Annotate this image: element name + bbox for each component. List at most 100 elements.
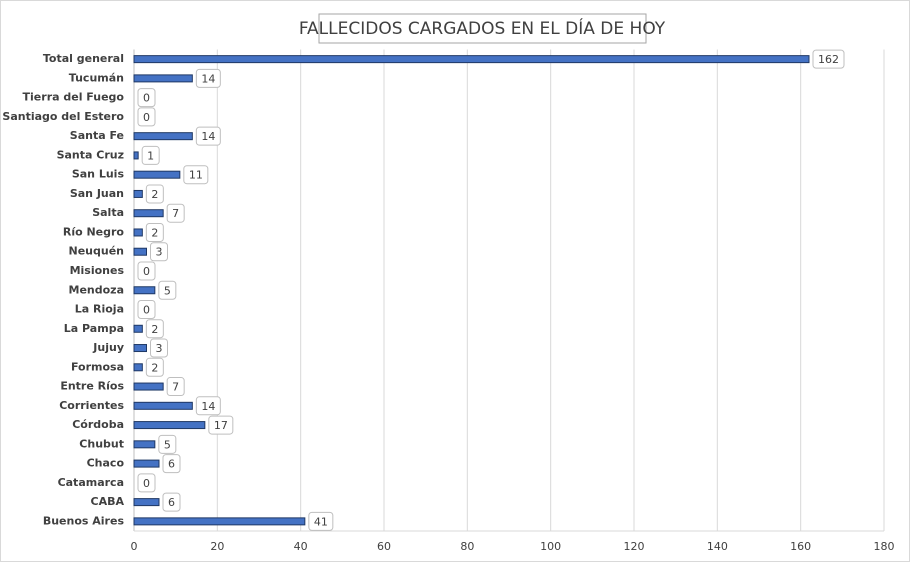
y-tick-label: Río Negro bbox=[63, 225, 125, 238]
data-label: 6 bbox=[168, 496, 175, 509]
data-label: 2 bbox=[151, 323, 158, 336]
bar bbox=[133, 440, 156, 449]
data-label-box bbox=[137, 88, 156, 108]
data-label: 0 bbox=[143, 111, 150, 124]
x-tick-label: 20 bbox=[210, 540, 224, 553]
data-label-box bbox=[137, 300, 156, 320]
data-label: 5 bbox=[164, 438, 171, 451]
data-label: 5 bbox=[164, 284, 171, 297]
data-label: 41 bbox=[314, 515, 328, 528]
bar bbox=[133, 247, 147, 256]
data-label-box bbox=[162, 454, 181, 474]
y-tick-label: Tierra del Fuego bbox=[23, 91, 125, 104]
y-tick-label: San Juan bbox=[70, 187, 124, 200]
data-label-box bbox=[195, 68, 221, 88]
y-tick-label: Santiago del Estero bbox=[2, 110, 124, 123]
y-tick-label: La Rioja bbox=[75, 303, 124, 316]
bar bbox=[133, 382, 164, 391]
y-tick-label: Catamarca bbox=[58, 476, 124, 489]
x-tick-label: 180 bbox=[874, 540, 895, 553]
data-label: 2 bbox=[151, 188, 158, 201]
bar bbox=[133, 344, 147, 353]
data-label: 11 bbox=[189, 169, 203, 182]
y-tick-label: Total general bbox=[43, 52, 124, 65]
x-tick-label: 0 bbox=[131, 540, 138, 553]
x-tick-label: 60 bbox=[377, 540, 391, 553]
data-label: 1 bbox=[147, 149, 154, 162]
data-label-box bbox=[150, 338, 168, 358]
bar bbox=[133, 286, 156, 295]
data-label: 14 bbox=[201, 130, 215, 143]
y-tick-label: Santa Cruz bbox=[57, 148, 124, 161]
data-label-box bbox=[183, 165, 209, 185]
data-label: 0 bbox=[143, 92, 150, 105]
data-label-box bbox=[812, 49, 845, 69]
data-label-box bbox=[208, 415, 234, 435]
data-label: 2 bbox=[151, 226, 158, 239]
data-label-box bbox=[195, 396, 221, 416]
bar bbox=[133, 74, 193, 83]
data-label-box bbox=[145, 184, 164, 204]
data-label: 0 bbox=[143, 265, 150, 278]
data-label: 0 bbox=[143, 477, 150, 490]
y-tick-label: CABA bbox=[91, 495, 125, 508]
bar bbox=[133, 189, 143, 198]
y-tick-label: Tucumán bbox=[69, 71, 124, 84]
data-label-box bbox=[166, 377, 185, 397]
y-tick-label: Santa Fe bbox=[70, 129, 124, 142]
bar bbox=[133, 132, 193, 141]
data-label: 3 bbox=[156, 246, 163, 259]
bar bbox=[133, 228, 143, 237]
data-label: 14 bbox=[201, 72, 215, 85]
x-tick-label: 160 bbox=[790, 540, 811, 553]
bar bbox=[133, 498, 160, 507]
data-label-box bbox=[141, 145, 160, 165]
bar bbox=[133, 401, 193, 410]
data-label-box bbox=[137, 473, 156, 493]
x-tick-label: 100 bbox=[540, 540, 561, 553]
data-label: 162 bbox=[818, 53, 839, 66]
data-label-box bbox=[145, 319, 164, 339]
y-tick-label: Jujuy bbox=[92, 341, 124, 354]
y-tick-label: Corrientes bbox=[59, 399, 124, 412]
chart-title: FALLECIDOS CARGADOS EN EL DÍA DE HOY bbox=[299, 17, 666, 39]
y-tick-label: La Pampa bbox=[64, 322, 124, 335]
bar bbox=[133, 209, 164, 218]
data-label: 2 bbox=[151, 361, 158, 374]
data-label: 7 bbox=[172, 207, 179, 220]
data-label: 3 bbox=[156, 342, 163, 355]
y-tick-label: Misiones bbox=[70, 264, 125, 277]
bar bbox=[133, 421, 206, 430]
data-label-box bbox=[158, 434, 177, 454]
data-label-box bbox=[137, 261, 156, 281]
y-tick-label: Neuquén bbox=[69, 245, 125, 258]
data-label: 0 bbox=[143, 304, 150, 317]
bar bbox=[133, 363, 143, 372]
bar bbox=[133, 55, 810, 64]
data-label: 14 bbox=[201, 400, 215, 413]
data-label: 6 bbox=[168, 458, 175, 471]
y-tick-label: Salta bbox=[92, 206, 124, 219]
bar bbox=[133, 517, 306, 526]
data-label-box bbox=[145, 357, 164, 377]
data-label-box bbox=[166, 203, 185, 223]
data-label-box bbox=[150, 242, 168, 262]
bar bbox=[133, 324, 143, 333]
data-label-box bbox=[195, 126, 221, 146]
y-tick-label: Formosa bbox=[71, 360, 124, 373]
bar bbox=[133, 170, 181, 179]
data-label: 7 bbox=[172, 381, 179, 394]
data-label-box bbox=[145, 222, 164, 242]
data-label: 17 bbox=[214, 419, 228, 432]
x-tick-label: 80 bbox=[460, 540, 474, 553]
title-box bbox=[318, 13, 647, 44]
y-tick-label: San Luis bbox=[72, 168, 125, 181]
x-tick-label: 120 bbox=[624, 540, 645, 553]
data-label-box bbox=[162, 492, 181, 512]
y-tick-label: Mendoza bbox=[69, 283, 125, 296]
bar bbox=[133, 459, 160, 468]
data-label-box bbox=[158, 280, 177, 300]
y-tick-label: Buenos Aires bbox=[43, 514, 125, 527]
